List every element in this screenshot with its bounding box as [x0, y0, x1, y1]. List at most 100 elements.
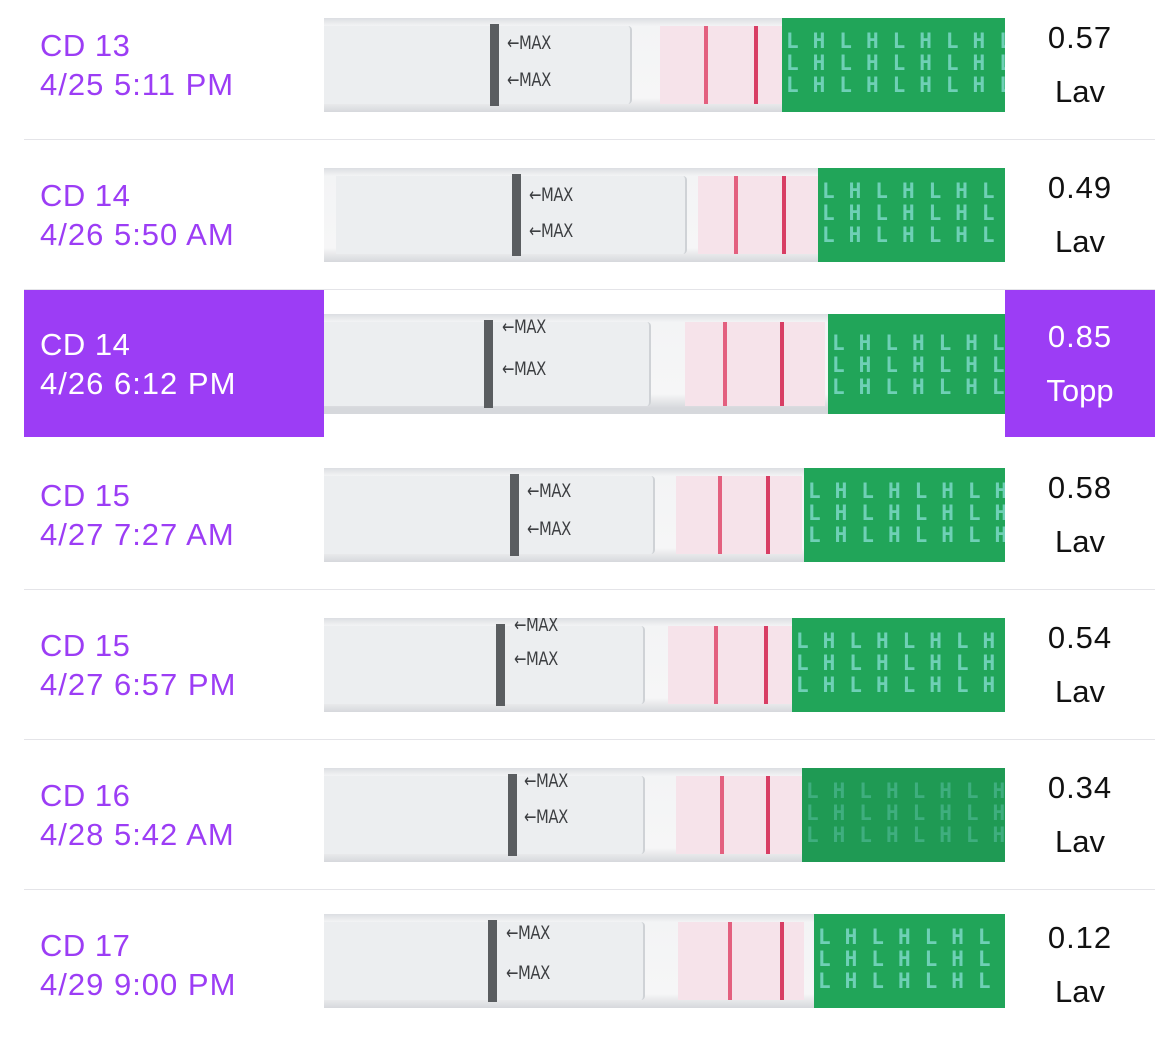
lh-label-area: LHLHLHLH LHLHLHLH LHLHLHLH	[814, 914, 1005, 1008]
test-strip-image: ←MAX ←MAX LHLHLHLH LHLHLHLH LHLHLHLH	[324, 314, 1005, 414]
max-marker: ←MAX	[507, 32, 551, 54]
test-strip-image: ←MAX ←MAX LHLHLHLH LHLHLHLH LHLHLHLH	[324, 168, 1005, 262]
lh-ratio-value: 0.12	[1047, 920, 1113, 955]
row-divider	[24, 889, 1155, 890]
control-line	[704, 26, 708, 104]
lh-label-area: LHLHLHLH LHLHLHLH LHLHLHLH	[818, 168, 1005, 262]
max-marker: ←MAX	[529, 220, 573, 242]
test-line	[764, 626, 768, 704]
result-cell: 0.58 Lav	[1005, 440, 1155, 590]
max-marker: ←MAX	[524, 770, 568, 792]
test-row[interactable]: CD 16 4/28 5:42 AM ←MAX ←MAX LHLHLHLH LH…	[24, 740, 1155, 890]
date-cell: CD 16 4/28 5:42 AM	[24, 740, 324, 890]
lh-level-label: Lav	[1055, 824, 1105, 859]
date-cell: CD 13 4/25 5:11 PM	[24, 0, 324, 140]
result-cell: 0.34 Lav	[1005, 740, 1155, 890]
max-marker: ←MAX	[502, 358, 546, 380]
control-line	[723, 322, 727, 406]
max-marker: ←MAX	[506, 922, 550, 944]
cycle-day-label: CD 13	[40, 28, 131, 63]
result-window	[698, 176, 824, 254]
result-cell: 0.12 Lav	[1005, 890, 1155, 1040]
date-cell: CD 14 4/26 5:50 AM	[24, 140, 324, 290]
max-marker: ←MAX	[514, 618, 558, 636]
test-line	[780, 322, 784, 406]
result-cell: 0.49 Lav	[1005, 140, 1155, 290]
test-row-selected[interactable]: CD 14 4/26 6:12 PM ←MAX ←MAX LHLHLH LH LH…	[24, 290, 1155, 437]
max-marker: ←MAX	[527, 518, 571, 540]
date-cell: CD 17 4/29 9:00 PM	[24, 890, 324, 1040]
date-cell: CD 15 4/27 6:57 PM	[24, 590, 324, 740]
control-line	[720, 776, 724, 854]
cycle-day-label: CD 14	[40, 178, 131, 213]
test-datetime: 4/27 7:27 AM	[40, 517, 235, 552]
cycle-day-label: CD 17	[40, 928, 131, 963]
result-cell: 0.57 Lav	[1005, 0, 1155, 140]
date-cell: CD 14 4/26 6:12 PM	[24, 290, 324, 437]
cycle-day-label: CD 16	[40, 778, 131, 813]
control-line	[728, 922, 732, 1000]
result-cell: 0.54 Lav	[1005, 590, 1155, 740]
row-divider	[24, 289, 1155, 290]
test-strip-image: ←MAX ←MAX LHLHLHLH LHLHLHLH LHLHLHLH	[324, 468, 1005, 562]
max-marker: ←MAX	[514, 648, 558, 670]
test-datetime: 4/26 6:12 PM	[40, 365, 237, 401]
lh-ratio-value: 0.54	[1047, 620, 1113, 655]
result-window	[676, 476, 802, 554]
lh-level-label: Lav	[1055, 974, 1105, 1009]
test-row[interactable]: CD 15 4/27 6:57 PM ←MAX ←MAX LHLHLHLH LH …	[24, 590, 1155, 740]
cycle-day-label: CD 15	[40, 628, 131, 663]
test-datetime: 4/25 5:11 PM	[40, 67, 235, 102]
result-window	[676, 776, 802, 854]
lh-level-label: Lav	[1055, 674, 1105, 709]
row-divider	[24, 739, 1155, 740]
result-window	[660, 26, 786, 104]
cycle-day-label: CD 15	[40, 478, 131, 513]
lh-ratio-value: 0.57	[1047, 20, 1113, 55]
row-divider	[24, 589, 1155, 590]
row-divider	[24, 139, 1155, 140]
lh-level-label: Lav	[1055, 224, 1105, 259]
test-line	[766, 476, 770, 554]
lh-label-area: LHLHLHLH LHLHLHLH LHLHLHLH	[828, 314, 1005, 414]
lh-level-label: Lav	[1055, 524, 1105, 559]
lh-ratio-value: 0.49	[1047, 170, 1113, 205]
test-datetime: 4/29 9:00 PM	[40, 967, 237, 1002]
control-line	[734, 176, 738, 254]
lh-ratio-value: 0.85	[1047, 318, 1113, 354]
lh-level-label: Lav	[1055, 74, 1105, 109]
max-marker: ←MAX	[527, 480, 571, 502]
control-line	[718, 476, 722, 554]
result-cell: 0.85 Topp	[1005, 290, 1155, 437]
test-strip-image: ←MAX ←MAX LHLHLHLH LHLHLHLH LHLHLHLH	[324, 768, 1005, 862]
cycle-day-label: CD 14	[40, 326, 131, 362]
max-marker: ←MAX	[502, 316, 546, 338]
lh-ratio-value: 0.58	[1047, 470, 1113, 505]
control-line	[714, 626, 718, 704]
test-line	[780, 922, 784, 1000]
lh-ratio-value: 0.34	[1047, 770, 1113, 805]
test-line	[782, 176, 786, 254]
max-marker: ←MAX	[529, 184, 573, 206]
test-strip-image: ←MAX ←MAX LHLHLHLH LHLHLHLH LHLHLHLH	[324, 914, 1005, 1008]
test-datetime: 4/26 5:50 AM	[40, 217, 235, 252]
date-cell: CD 15 4/27 7:27 AM	[24, 440, 324, 590]
max-marker: ←MAX	[506, 962, 550, 984]
result-window	[685, 322, 825, 406]
max-marker: ←MAX	[507, 69, 551, 91]
test-datetime: 4/27 6:57 PM	[40, 667, 237, 702]
lh-level-label: Topp	[1046, 372, 1114, 408]
test-row[interactable]: CD 17 4/29 9:00 PM ←MAX ←MAX LHLHLHLH LH…	[24, 890, 1155, 1040]
test-row[interactable]: CD 15 4/27 7:27 AM ←MAX ←MAX LHLHLHLH LH…	[24, 440, 1155, 590]
test-row[interactable]: CD 14 4/26 5:50 AM ←MAX ←MAX LHLHLHLH LH…	[24, 140, 1155, 290]
test-datetime: 4/28 5:42 AM	[40, 817, 235, 852]
lh-label-area: LHLHLHLH LHLHLHLH LHLHLHLH	[804, 468, 1005, 562]
result-window	[678, 922, 804, 1000]
test-row[interactable]: CD 13 4/25 5:11 PM ←MAX ←MAX LHLHLHLH LH …	[24, 0, 1155, 140]
test-line	[754, 26, 758, 104]
result-window	[668, 626, 794, 704]
